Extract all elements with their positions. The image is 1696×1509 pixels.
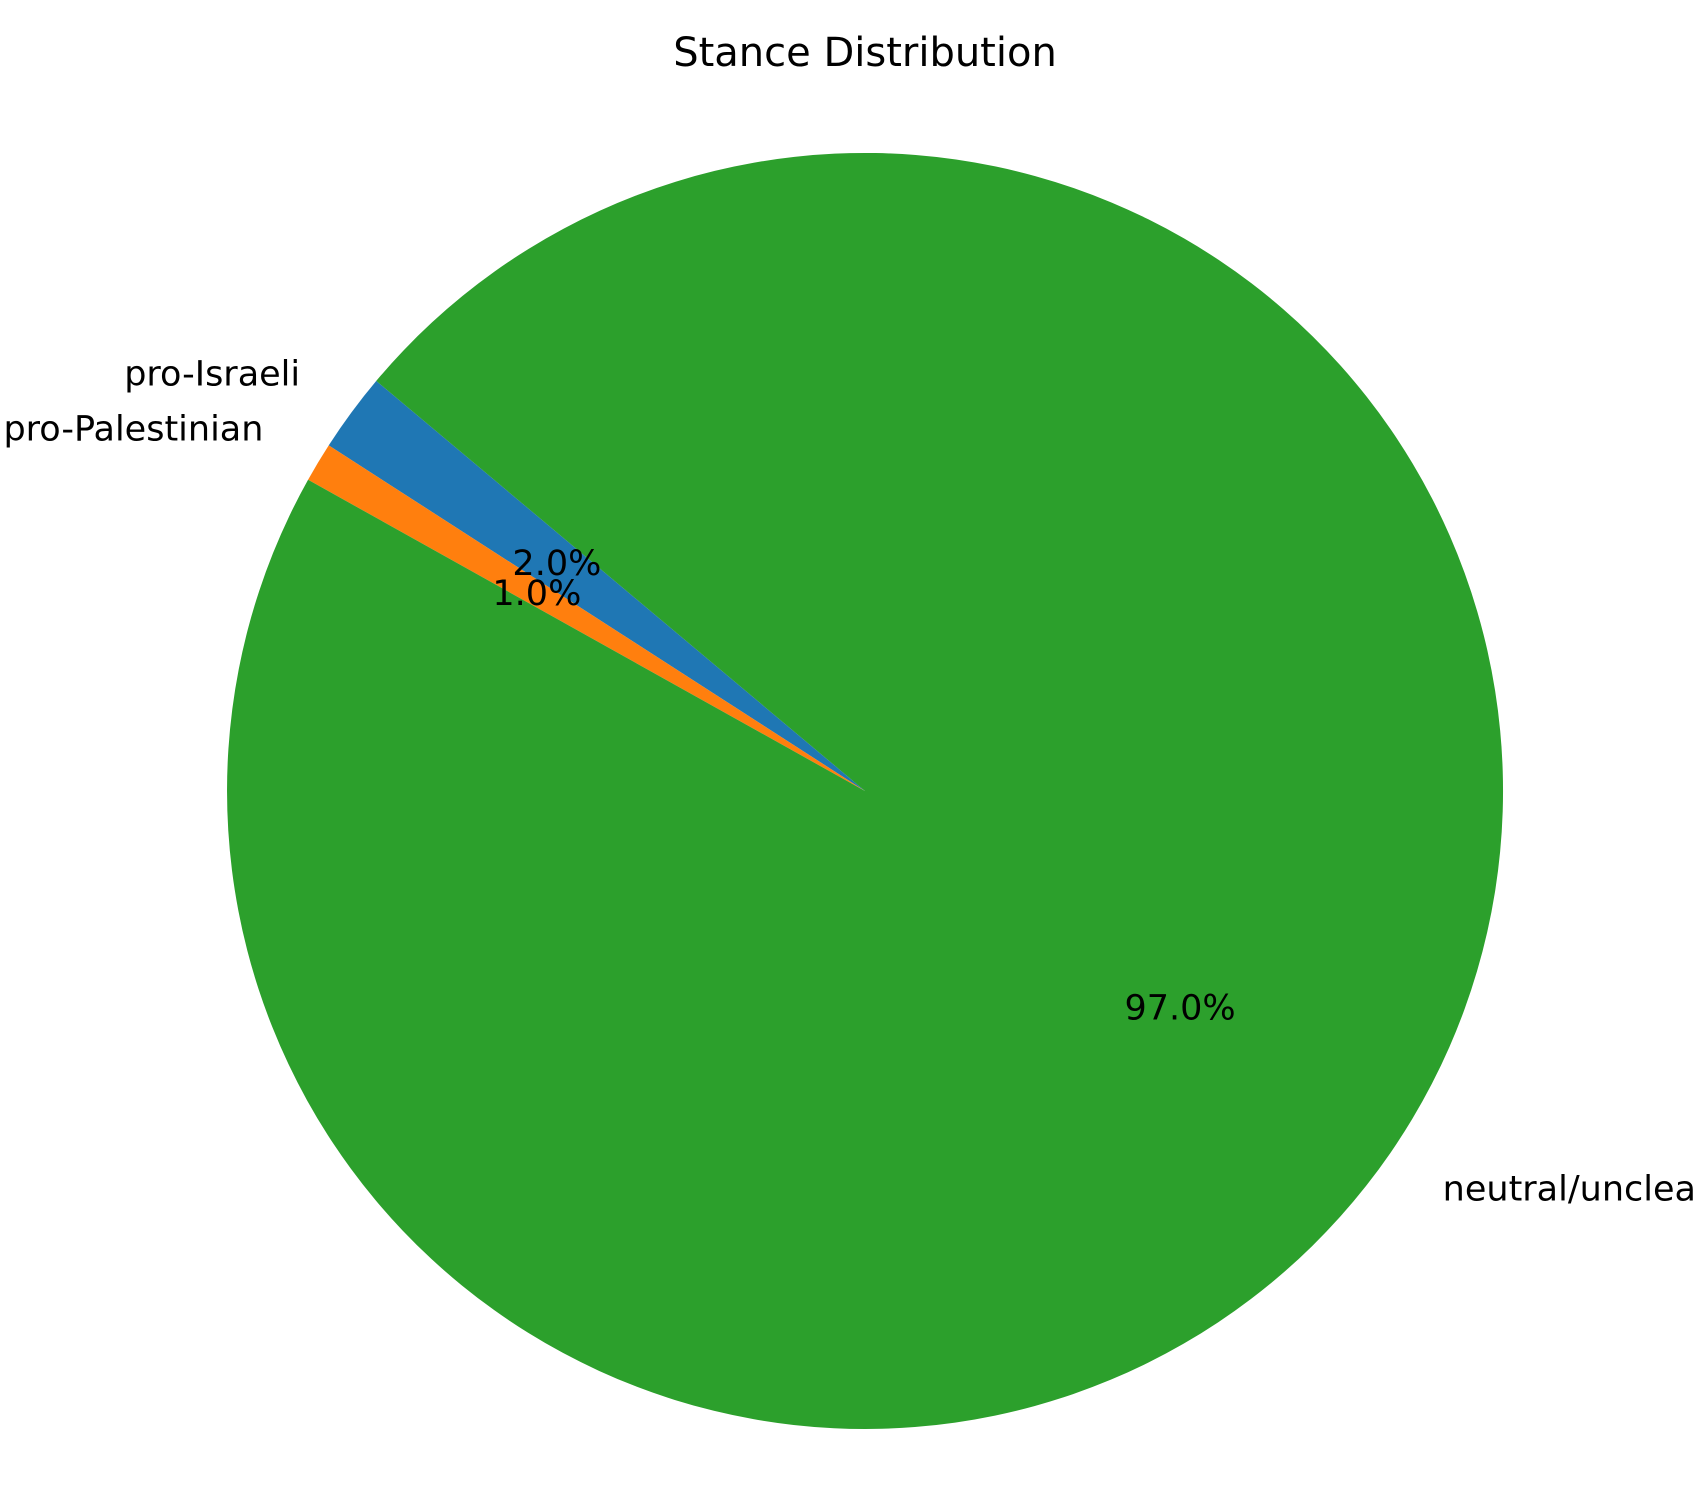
- slice-percent-label: 1.0%: [492, 574, 581, 614]
- slice-percent-label: 2.0%: [512, 544, 601, 584]
- pie-slice-neutral-unclear: [227, 152, 1504, 1429]
- slice-label: pro-Palestinian: [3, 410, 263, 450]
- pie-slice-pro-palestinian: [308, 445, 866, 791]
- pie-labels: pro-Israeli 2.0% pro-Palestinian 1.0% neutra…: [3, 355, 1696, 1210]
- slice-percent-label: 97.0%: [1125, 988, 1236, 1028]
- chart-title: Stance Distribution: [673, 30, 1057, 76]
- pie-slice-pro-israeli: [328, 380, 866, 791]
- slice-label: neutral/unclear: [1443, 1170, 1696, 1210]
- pie-slices: [227, 152, 1504, 1429]
- slice-label: pro-Israeli: [124, 355, 300, 395]
